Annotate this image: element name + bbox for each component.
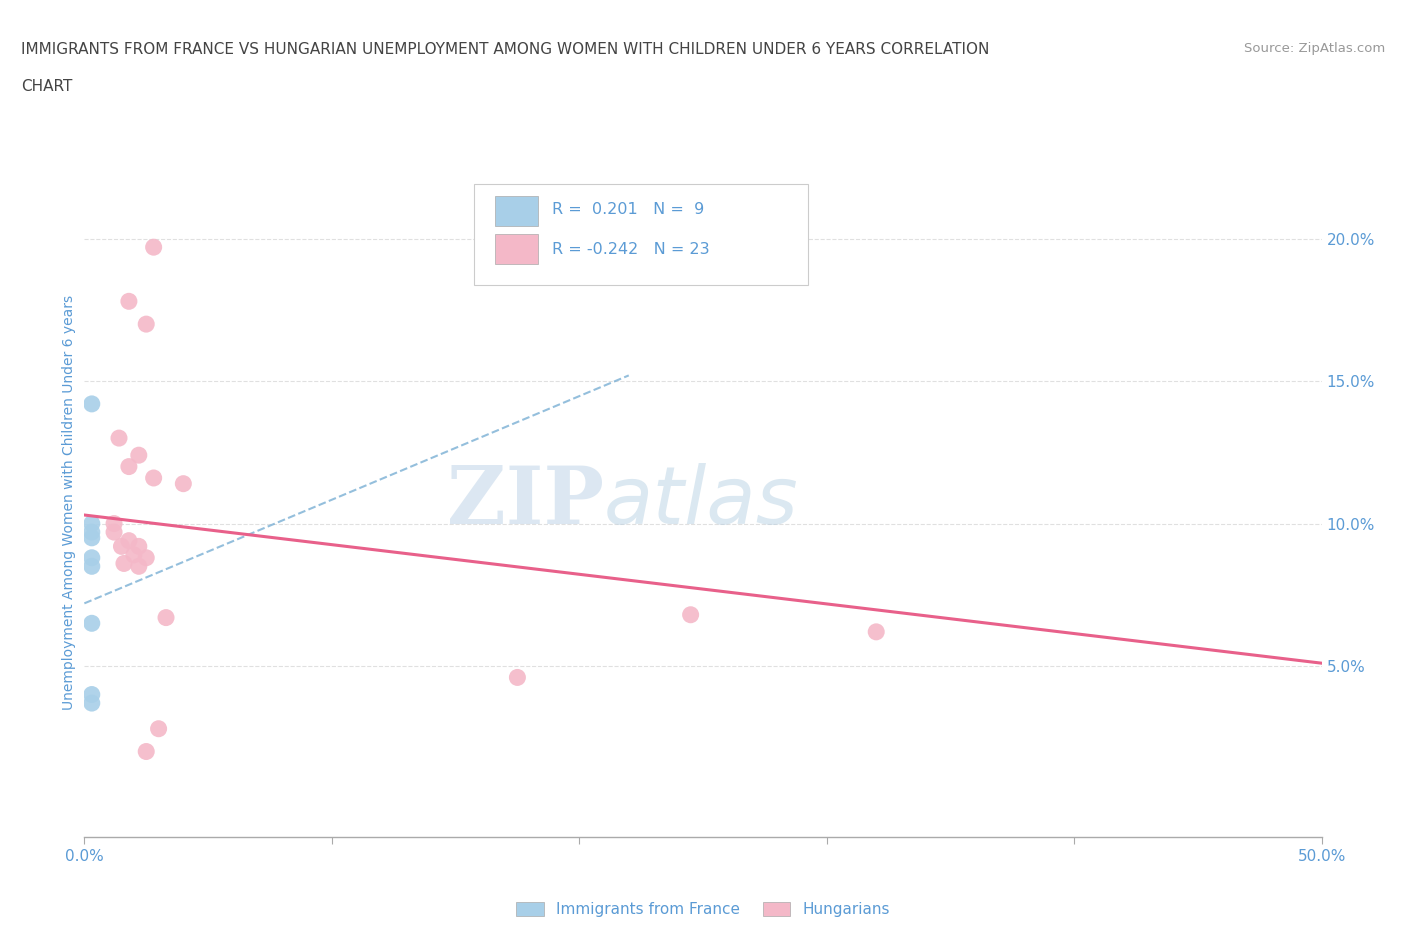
Text: atlas: atlas bbox=[605, 463, 799, 541]
Text: ZIP: ZIP bbox=[447, 463, 605, 541]
Point bbox=[135, 551, 157, 565]
Point bbox=[679, 607, 702, 622]
Point bbox=[80, 696, 103, 711]
Point bbox=[80, 530, 103, 545]
Point bbox=[865, 624, 887, 639]
Point bbox=[80, 396, 103, 411]
Point bbox=[142, 471, 165, 485]
Text: IMMIGRANTS FROM FRANCE VS HUNGARIAN UNEMPLOYMENT AMONG WOMEN WITH CHILDREN UNDER: IMMIGRANTS FROM FRANCE VS HUNGARIAN UNEM… bbox=[21, 42, 990, 57]
Point bbox=[108, 431, 131, 445]
Point bbox=[506, 670, 529, 684]
Point bbox=[155, 610, 177, 625]
Point bbox=[135, 744, 157, 759]
Text: R = -0.242   N = 23: R = -0.242 N = 23 bbox=[553, 242, 710, 257]
Point bbox=[80, 516, 103, 531]
Point bbox=[103, 516, 125, 531]
Point bbox=[172, 476, 194, 491]
Point bbox=[110, 538, 132, 553]
Point bbox=[128, 538, 150, 553]
Point bbox=[128, 447, 150, 462]
Text: R =  0.201   N =  9: R = 0.201 N = 9 bbox=[553, 202, 704, 217]
Point bbox=[148, 722, 170, 737]
Point bbox=[128, 559, 150, 574]
Point bbox=[135, 317, 157, 332]
Point bbox=[118, 459, 141, 474]
Bar bbox=[495, 234, 538, 264]
Point bbox=[80, 525, 103, 539]
Y-axis label: Unemployment Among Women with Children Under 6 years: Unemployment Among Women with Children U… bbox=[62, 295, 76, 710]
Point bbox=[80, 559, 103, 574]
Legend: Immigrants from France, Hungarians: Immigrants from France, Hungarians bbox=[510, 896, 896, 923]
Point bbox=[80, 616, 103, 631]
Point bbox=[122, 548, 145, 563]
Text: CHART: CHART bbox=[21, 79, 73, 94]
Point bbox=[118, 533, 141, 548]
Point bbox=[112, 556, 135, 571]
Point bbox=[103, 525, 125, 539]
Text: Source: ZipAtlas.com: Source: ZipAtlas.com bbox=[1244, 42, 1385, 55]
Point bbox=[80, 687, 103, 702]
FancyBboxPatch shape bbox=[474, 184, 808, 285]
Point bbox=[80, 551, 103, 565]
Bar bbox=[495, 196, 538, 226]
Point bbox=[118, 294, 141, 309]
Point bbox=[142, 240, 165, 255]
